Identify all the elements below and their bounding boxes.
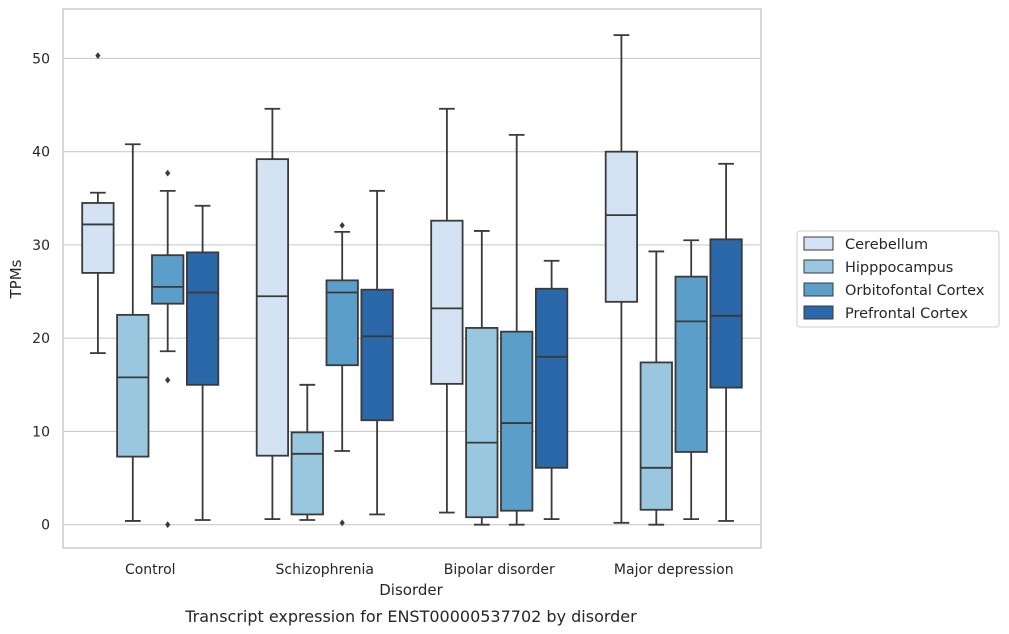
box-prefrontal-cortex: [534, 259, 569, 520]
box-prefrontal-cortex: [360, 189, 394, 516]
box-orbitofontal-cortex: [500, 133, 534, 526]
iqr-box: [534, 287, 569, 469]
y-tick-label: 30: [32, 238, 50, 254]
box-cerebellum: [430, 107, 464, 514]
box-hipppocampus: [465, 230, 499, 526]
y-axis-label: TPMs: [7, 259, 25, 299]
y-tick-label: 50: [32, 51, 50, 67]
outlier-point: [339, 519, 345, 527]
legend-label: Prefrontal Cortex: [845, 306, 968, 322]
y-axis-ticks: 0 10 20 30 40 50: [32, 51, 50, 533]
plot-area: [81, 34, 743, 529]
legend: Cerebellum Hipppocampus Orbitofontal Corte…: [796, 230, 1000, 328]
iqr-box: [465, 327, 499, 519]
box-orbitofontal-cortex: [674, 239, 708, 520]
outlier-point: [165, 521, 171, 529]
iqr-box: [360, 288, 394, 422]
x-axis-label: Disorder: [379, 581, 443, 599]
iqr-box: [290, 431, 324, 516]
x-tick-label: Bipolar disorder: [444, 562, 555, 578]
box-hipppocampus: [116, 143, 150, 522]
legend-swatch: [803, 259, 834, 274]
box-cerebellum: [604, 34, 639, 524]
box-hipppocampus: [290, 383, 324, 521]
iqr-box: [430, 219, 464, 385]
iqr-box: [639, 361, 673, 511]
iqr-box: [81, 202, 115, 274]
outlier-point: [165, 376, 171, 384]
plot-frame: [62, 8, 762, 549]
legend-swatch: [803, 236, 834, 251]
y-tick-label: 10: [32, 424, 50, 440]
legend-label: Hipppocampus: [845, 260, 953, 276]
box-orbitofontal-cortex: [325, 221, 359, 527]
outlier-point: [95, 52, 101, 60]
legend-swatch: [803, 282, 834, 297]
iqr-box: [116, 313, 150, 458]
box-cerebellum: [81, 52, 115, 355]
iqr-box: [709, 238, 743, 389]
iqr-box: [500, 330, 534, 512]
chart-caption: Transcript expression for ENST0000053770…: [184, 607, 637, 626]
box-orbitofontal-cortex: [151, 169, 185, 529]
legend-label: Cerebellum: [845, 237, 928, 253]
x-tick-label: Major depression: [614, 562, 734, 578]
legend-frame: [796, 230, 1000, 328]
x-tick-label: Schizophrenia: [276, 562, 374, 578]
x-tick-label: Control: [125, 562, 176, 578]
outlier-point: [165, 169, 171, 177]
outlier-point: [339, 221, 345, 229]
y-tick-label: 20: [32, 331, 50, 347]
iqr-box: [255, 158, 290, 457]
iqr-box: [604, 150, 639, 303]
iqr-box: [185, 251, 220, 386]
iqr-box: [151, 254, 185, 305]
box-cerebellum: [255, 107, 290, 520]
y-tick-label: 0: [41, 518, 50, 534]
box-prefrontal-cortex: [185, 204, 220, 521]
x-axis-ticks: Control Schizophrenia Bipolar disorder Majo…: [125, 562, 734, 578]
box-hipppocampus: [639, 250, 673, 526]
legend-swatch: [803, 305, 834, 320]
iqr-box: [674, 275, 708, 453]
iqr-box: [325, 279, 359, 367]
legend-label: Orbitofontal Cortex: [845, 283, 985, 299]
box-prefrontal-cortex: [709, 162, 743, 522]
y-tick-label: 40: [32, 145, 50, 161]
grid-lines: [63, 57, 761, 526]
